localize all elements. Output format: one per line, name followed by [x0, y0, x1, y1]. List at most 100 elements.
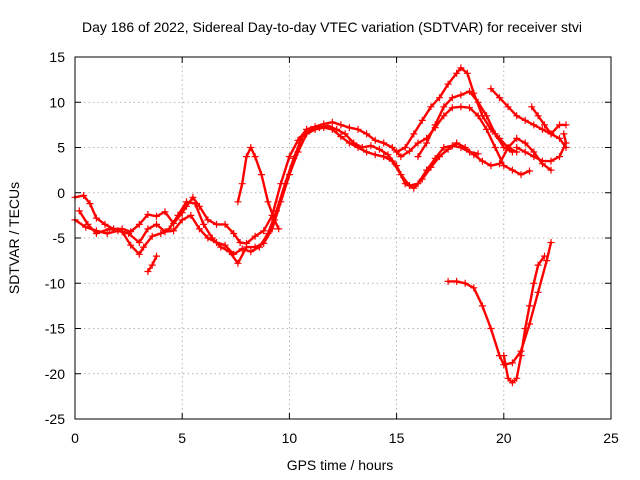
data-point — [406, 182, 413, 189]
data-point — [234, 259, 242, 267]
data-point — [397, 153, 405, 161]
data-point — [337, 121, 345, 129]
x-tick-label: 5 — [178, 430, 186, 446]
series-layer — [71, 64, 570, 387]
data-point — [470, 284, 478, 292]
data-point — [144, 225, 152, 233]
data-point — [427, 103, 435, 111]
data-point — [508, 359, 516, 367]
data-point — [92, 230, 100, 237]
data-point — [478, 302, 486, 310]
data-point — [371, 136, 379, 144]
y-tick-label: -25 — [45, 411, 65, 427]
y-tick-label: -10 — [45, 275, 65, 291]
data-point — [135, 250, 143, 258]
series-track-11 — [500, 252, 548, 387]
data-point — [508, 166, 516, 174]
data-point — [444, 80, 452, 88]
series-track-7 — [487, 85, 570, 151]
data-point — [230, 230, 238, 237]
x-tick-label: 0 — [71, 430, 79, 446]
data-point — [521, 139, 529, 147]
data-point — [380, 139, 388, 147]
data-point — [538, 157, 546, 165]
data-point — [153, 220, 160, 228]
data-point — [474, 98, 482, 106]
data-point — [534, 288, 542, 296]
data-point — [328, 118, 336, 126]
series-line — [73, 124, 553, 256]
x-tick-label: 25 — [603, 430, 619, 446]
data-point — [153, 212, 160, 220]
data-point — [148, 261, 156, 269]
series-track-9 — [528, 103, 570, 138]
data-point — [414, 180, 422, 188]
chart-title: Day 186 of 2022, Sidereal Day-to-day VTE… — [82, 19, 582, 35]
data-point — [236, 239, 244, 246]
data-point — [487, 162, 495, 170]
data-point — [444, 277, 452, 285]
axis-ticks — [74, 56, 612, 420]
data-point — [388, 157, 396, 165]
data-point — [320, 124, 328, 132]
grid — [75, 57, 611, 419]
data-point — [363, 130, 371, 138]
data-point — [341, 130, 349, 138]
data-point — [393, 148, 401, 156]
data-point — [500, 144, 508, 151]
data-point — [547, 239, 555, 246]
y-tick-label: 5 — [57, 140, 65, 156]
data-point — [144, 211, 152, 218]
data-point — [84, 220, 92, 228]
data-point — [448, 142, 456, 150]
data-point — [268, 225, 276, 233]
data-point — [140, 243, 148, 251]
data-point — [423, 139, 431, 147]
series-line — [236, 146, 280, 231]
data-point — [118, 228, 126, 236]
data-point — [500, 162, 508, 170]
data-point — [423, 166, 431, 174]
data-point — [157, 230, 165, 237]
data-point — [496, 94, 503, 102]
data-point — [440, 103, 448, 111]
data-point — [195, 225, 203, 233]
data-point — [453, 139, 461, 147]
data-point — [517, 352, 525, 360]
data-point — [513, 144, 521, 151]
data-point — [466, 148, 473, 156]
data-point — [213, 220, 220, 228]
data-point — [453, 277, 461, 285]
data-point — [461, 279, 469, 287]
data-point — [517, 171, 525, 179]
y-tick-label: -15 — [45, 321, 65, 337]
data-point — [556, 134, 563, 142]
y-axis-title: SDTVAR / TECUs — [6, 182, 22, 294]
data-point — [388, 144, 396, 151]
data-point — [504, 103, 512, 111]
data-point — [174, 211, 182, 219]
data-point — [491, 130, 499, 138]
data-point — [547, 166, 555, 174]
data-point — [285, 171, 293, 179]
data-point — [436, 94, 443, 102]
x-axis-title: GPS time / hours — [287, 457, 394, 473]
data-point — [270, 216, 278, 224]
data-point — [560, 130, 568, 138]
data-point — [457, 144, 465, 151]
series-track-2 — [71, 122, 555, 258]
data-point — [127, 241, 135, 249]
series-track-6 — [414, 87, 516, 161]
series-track-1 — [71, 103, 533, 247]
data-point — [165, 225, 173, 233]
data-point — [225, 248, 233, 256]
data-point — [161, 208, 169, 216]
data-point — [135, 239, 143, 246]
data-point — [410, 130, 418, 138]
data-point — [556, 153, 563, 161]
data-point — [538, 125, 546, 133]
data-point — [487, 85, 495, 93]
series-track-10 — [444, 239, 555, 369]
data-point — [105, 225, 113, 233]
